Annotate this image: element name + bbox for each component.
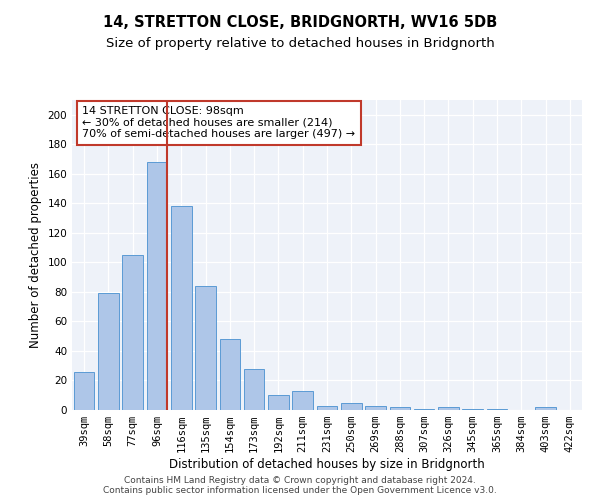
Bar — [414, 408, 434, 410]
Bar — [389, 407, 410, 410]
Bar — [292, 391, 313, 410]
Y-axis label: Number of detached properties: Number of detached properties — [29, 162, 42, 348]
Bar — [171, 206, 191, 410]
Bar — [317, 406, 337, 410]
Bar — [487, 408, 508, 410]
Text: 14 STRETTON CLOSE: 98sqm
← 30% of detached houses are smaller (214)
70% of semi-: 14 STRETTON CLOSE: 98sqm ← 30% of detach… — [82, 106, 355, 140]
Bar — [438, 407, 459, 410]
Bar — [244, 368, 265, 410]
Bar — [365, 406, 386, 410]
Bar — [535, 407, 556, 410]
Text: 14, STRETTON CLOSE, BRIDGNORTH, WV16 5DB: 14, STRETTON CLOSE, BRIDGNORTH, WV16 5DB — [103, 15, 497, 30]
Bar — [122, 255, 143, 410]
Text: Contains HM Land Registry data © Crown copyright and database right 2024.
Contai: Contains HM Land Registry data © Crown c… — [103, 476, 497, 495]
Bar — [195, 286, 216, 410]
Bar — [146, 162, 167, 410]
Bar — [74, 372, 94, 410]
Bar — [220, 339, 240, 410]
Text: Size of property relative to detached houses in Bridgnorth: Size of property relative to detached ho… — [106, 38, 494, 51]
Bar — [463, 408, 483, 410]
Bar — [341, 402, 362, 410]
Bar — [268, 395, 289, 410]
X-axis label: Distribution of detached houses by size in Bridgnorth: Distribution of detached houses by size … — [169, 458, 485, 471]
Bar — [98, 294, 119, 410]
